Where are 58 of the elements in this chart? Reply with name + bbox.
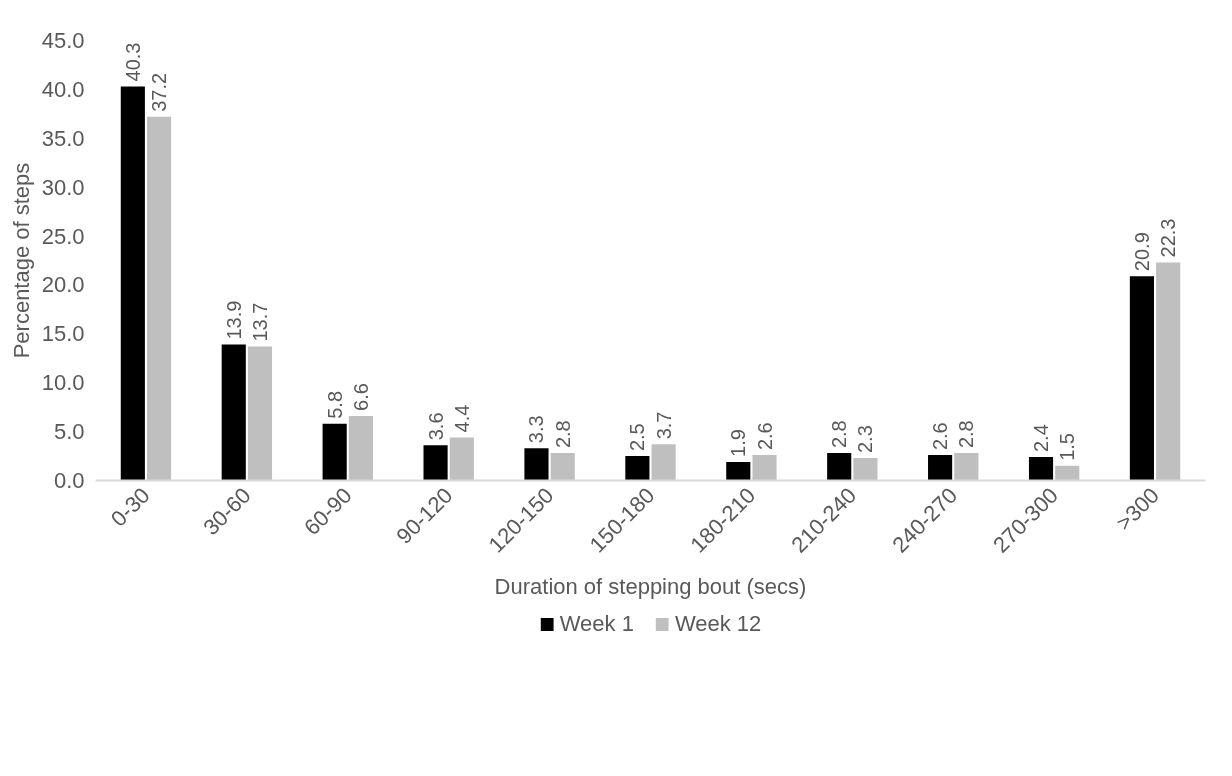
data-label: 2.4 xyxy=(1030,424,1053,453)
data-label: 3.6 xyxy=(424,412,447,441)
data-label: 2.6 xyxy=(929,422,952,451)
y-tick-label: 40.0 xyxy=(41,76,85,102)
bar xyxy=(423,445,448,481)
bar xyxy=(1156,262,1181,481)
y-tick-label: 5.0 xyxy=(53,419,85,445)
data-label: 6.6 xyxy=(349,383,372,411)
data-label: 22.3 xyxy=(1157,218,1180,258)
bar xyxy=(1129,276,1154,481)
bar xyxy=(726,461,751,481)
y-tick-label: 45.0 xyxy=(41,28,85,53)
data-label: 2.6 xyxy=(753,422,776,451)
y-tick-label: 35.0 xyxy=(41,125,85,151)
data-label: 2.8 xyxy=(955,420,978,449)
bar xyxy=(625,456,650,481)
y-tick-label: 10.0 xyxy=(41,370,85,396)
bar xyxy=(827,453,852,481)
data-label: 37.2 xyxy=(148,72,171,112)
y-tick-label: 15.0 xyxy=(41,321,85,347)
data-label: 1.5 xyxy=(1056,433,1079,461)
bar xyxy=(853,458,878,481)
bar xyxy=(449,437,474,481)
bar xyxy=(954,453,979,481)
y-tick-label: 20.0 xyxy=(41,272,85,298)
data-label: 1.9 xyxy=(727,429,750,457)
y-tick-label: 30.0 xyxy=(41,174,85,200)
bar xyxy=(524,448,549,481)
bar xyxy=(120,86,145,481)
data-label: 5.8 xyxy=(323,390,346,419)
data-label: 40.3 xyxy=(121,42,144,82)
legend-label: Week 1 xyxy=(559,611,634,637)
bar xyxy=(348,415,373,481)
bar xyxy=(1055,465,1080,481)
data-label: 2.3 xyxy=(854,425,877,454)
bar xyxy=(752,455,777,481)
data-label: 2.8 xyxy=(828,420,851,449)
bar xyxy=(247,346,273,481)
data-label: 2.5 xyxy=(626,423,649,452)
data-label: 20.9 xyxy=(1130,232,1153,272)
bar xyxy=(651,444,676,481)
bar xyxy=(147,116,172,481)
bar xyxy=(550,453,575,481)
bar xyxy=(221,344,246,481)
data-label: 2.8 xyxy=(551,420,574,449)
data-label: 3.7 xyxy=(652,411,675,440)
x-axis-title: Duration of stepping bout (secs) xyxy=(494,574,807,600)
bar xyxy=(1028,457,1054,481)
data-label: 3.3 xyxy=(525,415,548,444)
bar xyxy=(322,423,347,481)
data-label: 4.4 xyxy=(450,404,473,433)
data-label: 13.9 xyxy=(222,300,245,340)
y-axis-title: Percentage of steps xyxy=(8,162,34,359)
bar xyxy=(928,455,953,481)
y-tick-label: 25.0 xyxy=(41,223,85,249)
data-label: 13.7 xyxy=(248,302,271,342)
y-tick-label: 0.0 xyxy=(53,468,85,493)
legend-label: Week 12 xyxy=(674,611,762,637)
